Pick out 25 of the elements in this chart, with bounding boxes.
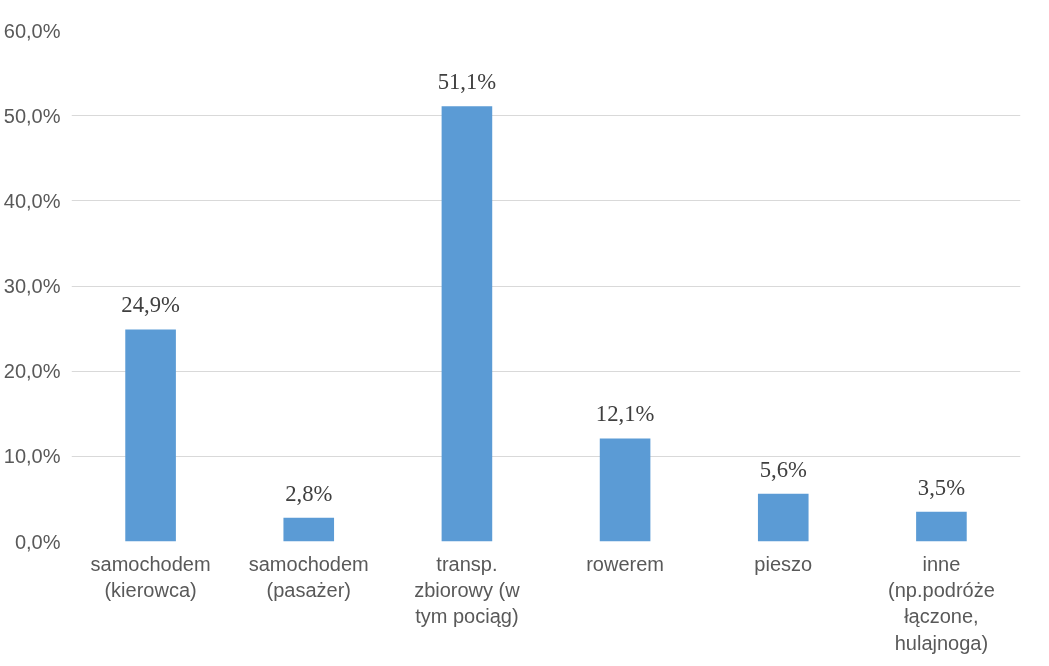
bar — [599, 438, 651, 542]
bar — [283, 517, 335, 542]
x-tick-label: samochodem (kierowca) — [90, 552, 211, 601]
y-tick-label: 10,0% — [3, 445, 61, 468]
data-label: 5,6% — [759, 456, 807, 482]
y-tick-label: 40,0% — [3, 189, 61, 212]
bar — [757, 493, 809, 542]
y-tick-label: 60,0% — [3, 19, 61, 42]
y-tick-label: 20,0% — [3, 360, 61, 383]
x-tick-label: inne (np.podróże łączone, hulajnoga) — [888, 552, 995, 654]
bar — [125, 329, 176, 542]
bar — [916, 511, 967, 542]
data-label: 3,5% — [917, 474, 966, 500]
data-label: 2,8% — [285, 480, 333, 506]
data-label: 12,1% — [595, 401, 655, 427]
x-tick-label: rowerem — [586, 552, 664, 575]
data-label: 24,9% — [121, 292, 180, 318]
data-label: 51,1% — [437, 69, 497, 95]
y-tick-label: 50,0% — [3, 104, 61, 127]
y-tick-label: 30,0% — [3, 275, 61, 297]
x-tick-label: pieszo — [754, 552, 813, 575]
bar — [441, 106, 493, 542]
y-tick-label: 0,0% — [14, 530, 61, 553]
x-tick-label: transp. zbiorowy (w tym pociąg) — [414, 552, 521, 628]
x-tick-label: samochodem (pasażer) — [248, 552, 369, 601]
